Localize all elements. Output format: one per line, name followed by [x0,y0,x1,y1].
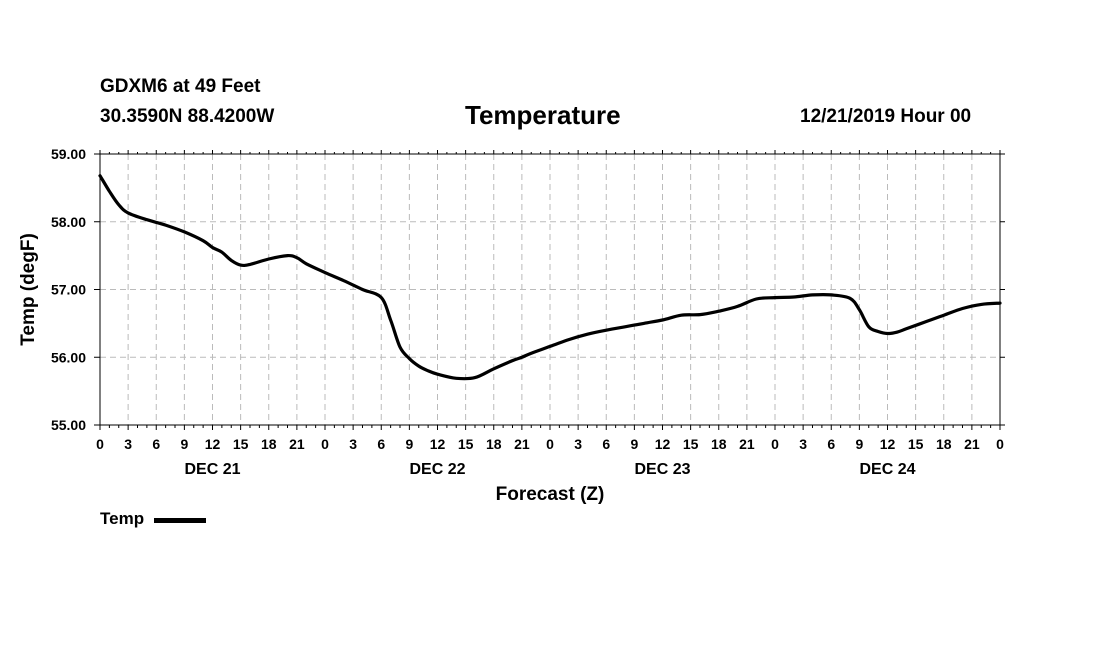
x-tick-label: 3 [124,436,132,452]
x-tick-label: 3 [574,436,582,452]
legend-line-swatch [154,517,207,523]
y-tick-label: 59.00 [51,146,86,162]
x-tick-label: 12 [655,436,671,452]
x-tick-label: 9 [630,436,638,452]
chart-title: Temperature [465,100,621,130]
x-tick-label: 0 [321,436,329,452]
x-tick-label: 15 [683,436,699,452]
y-tick-label: 57.00 [51,282,86,298]
x-tick-label: 21 [739,436,755,452]
plot-frame [99,153,1001,426]
x-tick-label: 0 [771,436,779,452]
x-tick-label: 21 [289,436,305,452]
legend: Temp [100,509,207,529]
x-tick-label: 18 [936,436,952,452]
x-tick-label: 9 [180,436,188,452]
y-tick-label: 56.00 [51,349,86,365]
x-tick-label: 3 [799,436,807,452]
day-label: DEC 23 [634,461,690,478]
x-tick-label: 6 [602,436,610,452]
x-tick-label: 9 [405,436,413,452]
day-label: DEC 24 [859,461,915,478]
day-label: DEC 22 [409,461,465,478]
temp-series-line [98,174,1002,381]
x-tick-label: 18 [711,436,727,452]
x-tick-label: 12 [430,436,446,452]
x-tick-label: 15 [458,436,474,452]
x-tick-label: 21 [964,436,980,452]
x-tick-label: 18 [261,436,277,452]
x-tick-label: 9 [855,436,863,452]
y-tick-label: 58.00 [51,214,86,230]
x-tick-label: 21 [514,436,530,452]
x-tick-label: 6 [827,436,835,452]
x-tick-label: 0 [996,436,1004,452]
x-tick-label: 0 [96,436,104,452]
x-tick-label: 12 [880,436,896,452]
coordinates-label: 30.3590N 88.4200W [100,106,275,127]
x-tick-label: 12 [205,436,221,452]
run-time-label: 12/21/2019 Hour 00 [800,106,972,127]
x-tick-label: 6 [377,436,385,452]
station-label: GDXM6 at 49 Feet [100,76,261,97]
x-tick-label: 0 [546,436,554,452]
day-label: DEC 21 [184,461,240,478]
x-axis-label: Forecast (Z) [496,484,605,505]
x-tick-label: 3 [349,436,357,452]
x-tick-label: 15 [233,436,249,452]
x-tick-label: 15 [908,436,924,452]
legend-label: Temp [100,509,145,528]
x-tick-label: 6 [152,436,160,452]
x-tick-label: 18 [486,436,502,452]
y-tick-label: 55.00 [51,417,86,433]
y-axis-label: Temp (degF) [18,233,39,346]
